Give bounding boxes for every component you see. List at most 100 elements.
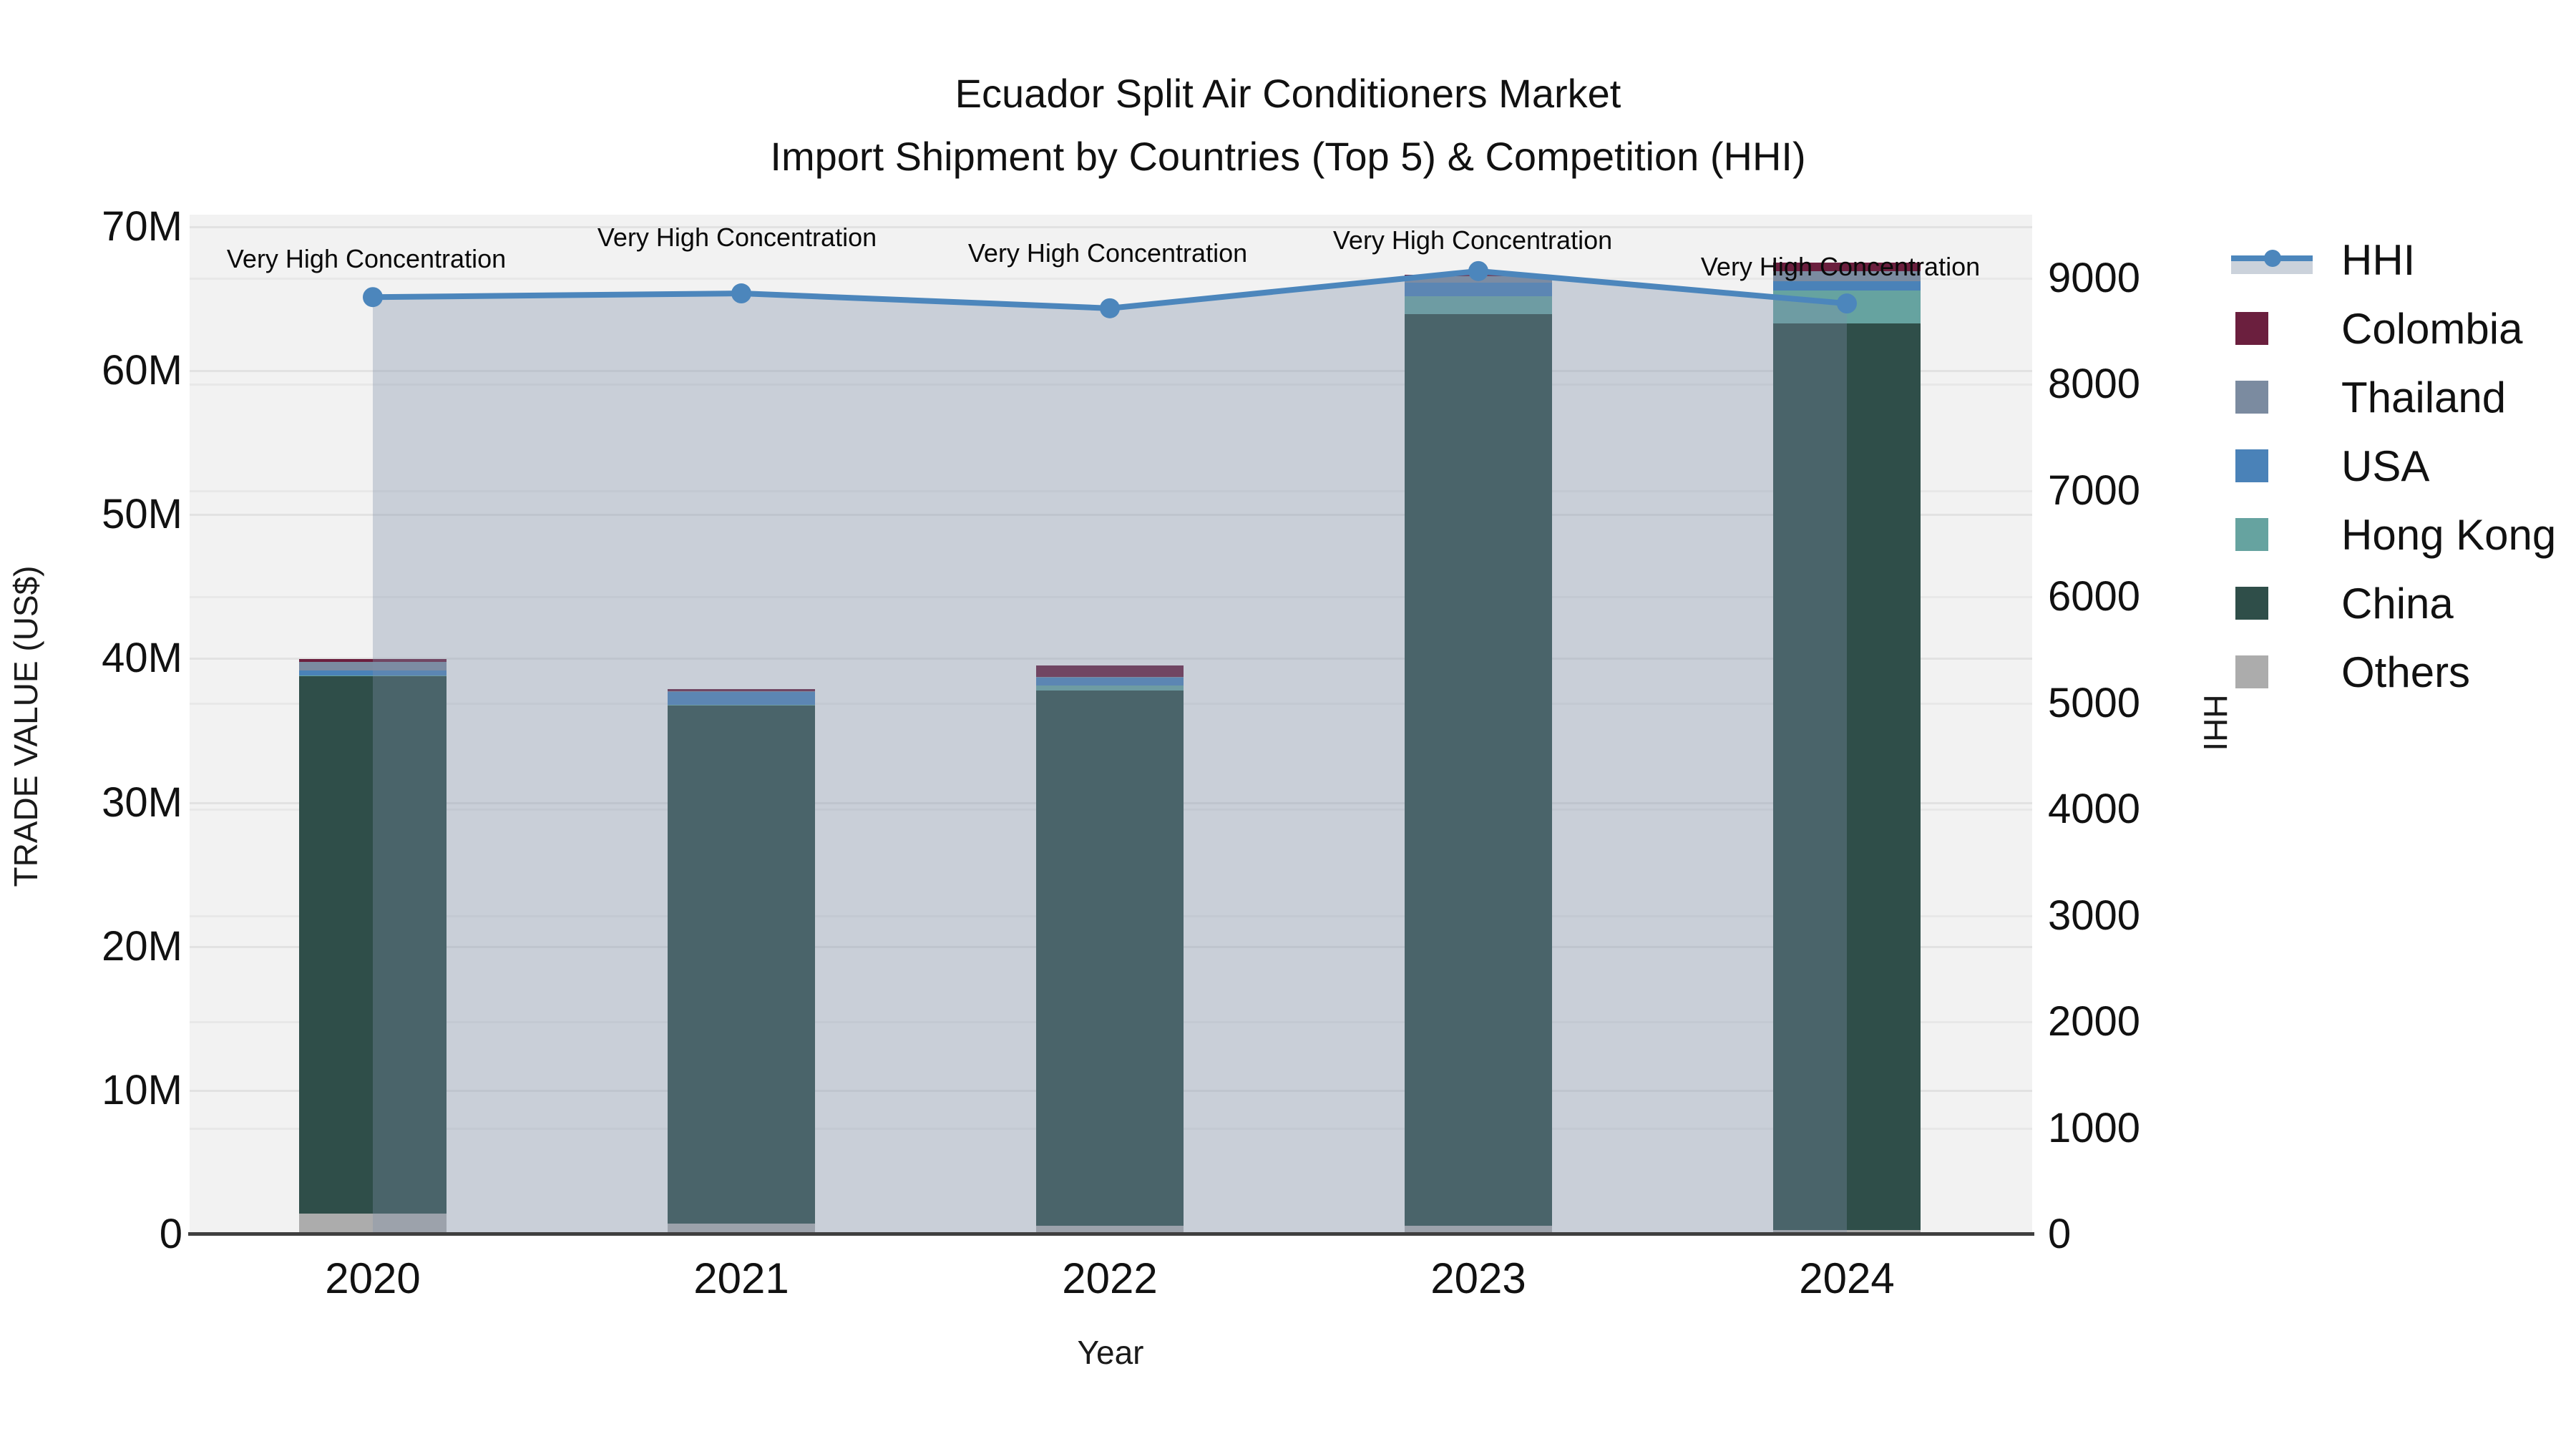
bar-segment-thailand-2024 bbox=[1773, 271, 1921, 282]
chart-subtitle: Import Shipment by Countries (Top 5) & C… bbox=[770, 134, 1806, 179]
x-axis-title: Year bbox=[1077, 1334, 1144, 1371]
bar-segment-china-2020 bbox=[299, 675, 447, 1214]
y-axis-left-title: TRADE VALUE (US$) bbox=[7, 565, 44, 887]
hhi-area-fill bbox=[373, 270, 1847, 1234]
y-right-tick-4000: 4000 bbox=[2048, 786, 2141, 832]
gridline-right bbox=[190, 384, 2032, 386]
gridline-right bbox=[190, 489, 2032, 492]
x-tick-2022: 2022 bbox=[1062, 1254, 1158, 1302]
color-swatch-icon bbox=[2231, 518, 2317, 551]
legend-item-hong-kong[interactable]: Hong Kong bbox=[2231, 511, 2556, 559]
bar-segment-china-2023 bbox=[1405, 313, 1552, 1226]
legend-item-usa[interactable]: USA bbox=[2231, 442, 2556, 490]
bar-segment-colombia-2020 bbox=[299, 659, 447, 663]
hhi-line-swatch-icon bbox=[2231, 242, 2317, 278]
legend-item-hhi[interactable]: HHI bbox=[2231, 236, 2556, 284]
legend: HHI Colombia Thailand USA Hong Kong China Othe… bbox=[2231, 236, 2556, 696]
gridline-left bbox=[190, 370, 2032, 373]
bar-segment-hong-kong-2023 bbox=[1405, 296, 1552, 314]
bar-segment-usa-2020 bbox=[299, 670, 447, 675]
bar-segment-hong-kong-2021 bbox=[668, 704, 815, 706]
color-swatch-icon bbox=[2231, 381, 2317, 414]
bar-segment-usa-2023 bbox=[1405, 283, 1552, 296]
hhi-marker-2022 bbox=[1100, 298, 1120, 318]
bar-segment-usa-2024 bbox=[1773, 281, 1921, 291]
bar-segment-hong-kong-2022 bbox=[1036, 685, 1184, 691]
y-right-tick-8000: 8000 bbox=[2048, 361, 2141, 407]
y-left-tick-30M: 30M bbox=[102, 779, 182, 826]
gridline-right bbox=[190, 596, 2032, 598]
gridline-left bbox=[190, 514, 2032, 517]
hhi-marker-2021 bbox=[731, 283, 751, 304]
bar-segment-colombia-2022 bbox=[1036, 665, 1184, 677]
bar-segment-others-2022 bbox=[1036, 1225, 1184, 1234]
y-left-tick-20M: 20M bbox=[102, 922, 182, 970]
y-right-tick-3000: 3000 bbox=[2048, 892, 2141, 939]
bar-segment-thailand-2021 bbox=[668, 691, 815, 692]
color-swatch-icon bbox=[2231, 655, 2317, 688]
hhi-marker-2024 bbox=[1837, 293, 1857, 314]
legend-item-thailand[interactable]: Thailand bbox=[2231, 374, 2556, 421]
y-right-tick-2000: 2000 bbox=[2048, 998, 2141, 1045]
legend-label: Others bbox=[2341, 648, 2471, 696]
color-swatch-icon bbox=[2231, 312, 2317, 345]
y-right-tick-0: 0 bbox=[2048, 1211, 2072, 1257]
bar-segment-thailand-2022 bbox=[1036, 676, 1184, 678]
y-right-tick-6000: 6000 bbox=[2048, 573, 2141, 620]
hhi-marker-2023 bbox=[1468, 260, 1488, 281]
bar-segment-colombia-2021 bbox=[668, 688, 815, 691]
legend-item-china[interactable]: China bbox=[2231, 580, 2556, 628]
legend-label: Colombia bbox=[2341, 304, 2523, 353]
x-tick-2020: 2020 bbox=[325, 1254, 421, 1302]
x-axis-line bbox=[188, 1232, 2034, 1236]
bar-segment-others-2023 bbox=[1405, 1225, 1552, 1234]
gridline-left bbox=[190, 658, 2032, 660]
y-left-tick-60M: 60M bbox=[102, 347, 182, 394]
legend-item-others[interactable]: Others bbox=[2231, 648, 2556, 696]
y-left-tick-10M: 10M bbox=[102, 1066, 182, 1113]
x-tick-2023: 2023 bbox=[1430, 1254, 1526, 1302]
legend-item-colombia[interactable]: Colombia bbox=[2231, 305, 2556, 353]
color-swatch-icon bbox=[2231, 587, 2317, 620]
legend-label: Hong Kong bbox=[2341, 510, 2557, 559]
y-axis-right-title: HHI bbox=[2197, 694, 2234, 751]
x-tick-2021: 2021 bbox=[693, 1254, 789, 1302]
y-right-tick-9000: 9000 bbox=[2048, 254, 2141, 301]
y-left-tick-50M: 50M bbox=[102, 491, 182, 538]
y-left-tick-40M: 40M bbox=[102, 635, 182, 682]
bar-segment-china-2021 bbox=[668, 705, 815, 1224]
gridline-left bbox=[190, 226, 2032, 229]
bar-segment-others-2021 bbox=[668, 1223, 815, 1234]
legend-label: HHI bbox=[2341, 235, 2416, 284]
y-left-tick-0: 0 bbox=[159, 1211, 182, 1257]
y-right-tick-7000: 7000 bbox=[2048, 467, 2141, 514]
bar-segment-thailand-2020 bbox=[299, 662, 447, 670]
annotation-2024: Very High Concentration bbox=[1700, 252, 1981, 281]
bar-segment-colombia-2024 bbox=[1773, 263, 1921, 272]
color-swatch-icon bbox=[2231, 449, 2317, 482]
annotation-2022: Very High Concentration bbox=[967, 238, 1248, 268]
bar-segment-usa-2022 bbox=[1036, 677, 1184, 686]
bar-segment-others-2020 bbox=[299, 1213, 447, 1234]
y-right-tick-1000: 1000 bbox=[2048, 1104, 2141, 1151]
legend-label: China bbox=[2341, 579, 2454, 628]
y-left-tick-70M: 70M bbox=[102, 203, 182, 250]
legend-label: Thailand bbox=[2341, 373, 2507, 421]
bar-segment-china-2022 bbox=[1036, 690, 1184, 1226]
annotation-2021: Very High Concentration bbox=[597, 223, 877, 252]
bar-segment-usa-2021 bbox=[668, 691, 815, 705]
y-right-tick-5000: 5000 bbox=[2048, 679, 2141, 726]
x-tick-2024: 2024 bbox=[1799, 1254, 1895, 1302]
bar-segment-china-2024 bbox=[1773, 323, 1921, 1230]
annotation-2023: Very High Concentration bbox=[1332, 225, 1613, 255]
bar-segment-others-2024 bbox=[1773, 1229, 1921, 1234]
bar-segment-hong-kong-2020 bbox=[299, 675, 447, 676]
chart-title: Ecuador Split Air Conditioners Market bbox=[955, 71, 1621, 116]
legend-label: USA bbox=[2341, 441, 2430, 490]
annotation-2020: Very High Concentration bbox=[226, 244, 507, 273]
gridline-right bbox=[190, 277, 2032, 280]
hhi-marker-2020 bbox=[363, 287, 383, 308]
